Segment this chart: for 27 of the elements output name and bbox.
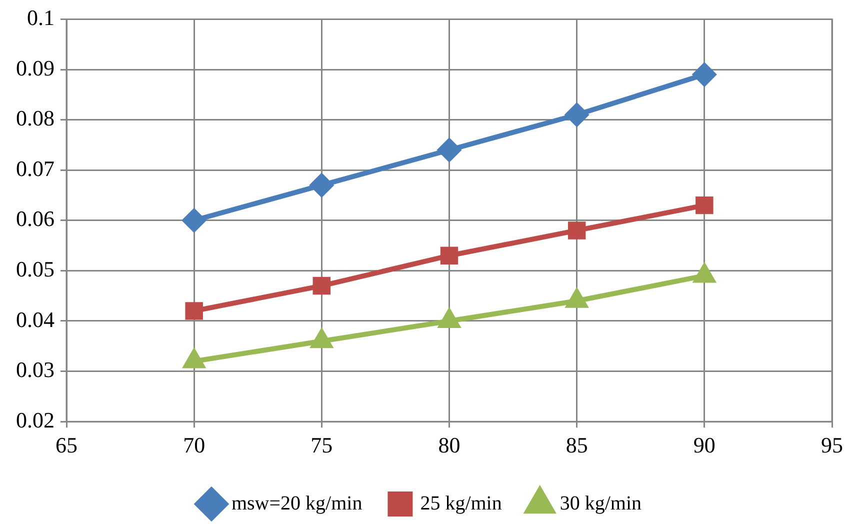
point [696,196,714,214]
y-tick-label: 0.07 [16,156,54,181]
y-tick-label: 0.03 [16,357,54,382]
x-tick-label: 75 [310,432,333,458]
x-tick-label: 95 [821,432,843,458]
point [568,222,586,240]
point [440,246,458,264]
legend-label: 25 kg/min [420,492,502,514]
y-tick-label: 0.06 [16,206,54,232]
point [310,174,334,197]
y-tick-label: 0.09 [16,55,54,80]
x-tick-label: 65 [56,432,78,458]
x-tick-label: 70 [183,432,206,458]
y-tick-label: 0.08 [16,106,54,131]
point [438,138,461,162]
point [182,208,206,232]
legend-label: 30 kg/min [560,492,642,514]
legend-label: msw=20 kg/min [231,492,362,514]
y-tick-label: 0.02 [16,407,54,432]
y-tick-label: 0.05 [16,256,54,282]
x-tick-label: 80 [438,432,460,458]
y-tick-label: 0.04 [16,306,54,332]
point [692,63,716,86]
x-tick-label: 85 [566,432,588,458]
point [565,103,588,126]
x-tick-label: 90 [693,432,716,458]
y-tick-label: 0.1 [27,4,54,30]
